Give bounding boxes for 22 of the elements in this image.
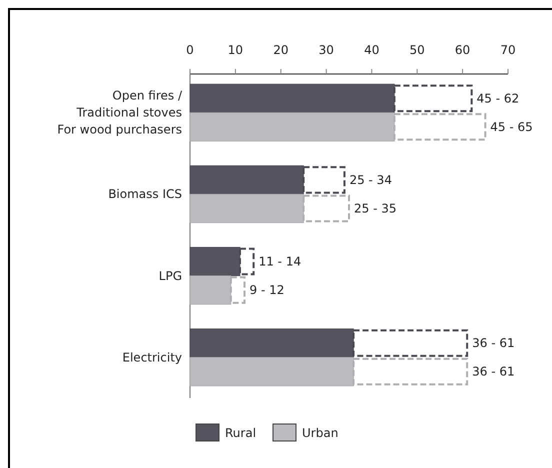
- annotation: 45 - 65: [490, 120, 533, 134]
- annotation: 36 - 61: [472, 336, 515, 350]
- annotation: 25 - 34: [349, 172, 392, 187]
- annotation: 25 - 35: [354, 201, 396, 216]
- y-tick-label: Open fires / Traditional stoves For wood purchasers: [57, 88, 183, 137]
- y-tick-label: Biomass ICS: [108, 187, 182, 202]
- annotation: 11 - 14: [258, 254, 302, 269]
- y-tick-label: LPG: [158, 268, 182, 283]
- annotation: 9 - 12: [250, 283, 284, 298]
- legend-label: Rural: [225, 426, 256, 440]
- annotation: 45 - 62: [476, 91, 520, 106]
- x-tick-label: 30: [318, 43, 334, 57]
- x-tick-label: 40: [364, 43, 380, 57]
- x-tick-label: 50: [410, 43, 425, 57]
- x-tick-label: 10: [228, 43, 244, 57]
- x-tick-label: 20: [273, 43, 288, 57]
- annotation: 36 - 61: [472, 364, 515, 379]
- x-tick-label: 60: [454, 43, 470, 57]
- legend-label: Urban: [302, 426, 338, 440]
- x-tick-label: 0: [186, 43, 194, 57]
- y-tick-label: Electricity: [122, 350, 182, 364]
- x-tick-label: 70: [500, 43, 516, 57]
